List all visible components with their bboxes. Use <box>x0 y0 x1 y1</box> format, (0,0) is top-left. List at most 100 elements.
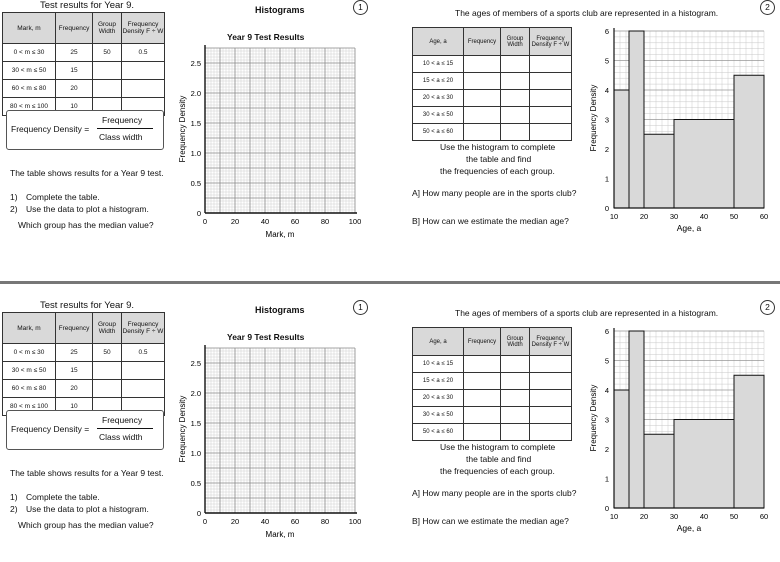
intro-text: The table shows results for a Year 9 tes… <box>10 468 164 478</box>
table-cell: 20 <box>55 379 93 398</box>
question-a: A] How many people are in the sports clu… <box>412 188 577 198</box>
table-cell <box>463 389 501 407</box>
histogram-y-tick-label: 5 <box>605 57 609 66</box>
y-tick-label: 1.5 <box>191 419 201 428</box>
histogram-x-tick-label: 40 <box>700 212 708 221</box>
y-ticks: 0 0.5 1.0 1.5 2.0 2.5 <box>191 359 201 518</box>
table-row: 10 < a ≤ 15 <box>412 355 572 373</box>
histogram-y-tick-label: 1 <box>605 475 609 484</box>
formula-denominator: Class width <box>99 432 143 442</box>
x-tick-label: 0 <box>203 217 207 226</box>
x-tick-label: 0 <box>203 517 207 526</box>
question-number-2: 2 <box>760 0 775 15</box>
header-cell: Mark, m <box>2 12 56 44</box>
formula-numerator: Frequency <box>102 115 143 125</box>
header-cell: Group Width <box>92 12 122 44</box>
table-cell <box>463 89 501 107</box>
x-tick-label: 20 <box>231 517 239 526</box>
table-cell <box>529 123 572 141</box>
table-cell <box>92 79 122 98</box>
histogram-x-label: Age, a <box>677 223 702 233</box>
page-title: Histograms <box>255 305 305 315</box>
intro-text: The table shows results for a Year 9 tes… <box>10 168 164 178</box>
y-tick-label: 0 <box>197 509 201 518</box>
table-cell: 30 < a ≤ 50 <box>412 106 464 124</box>
histogram-y-tick-label: 0 <box>605 504 609 513</box>
marks-table-header: Mark, m Frequency Group Width Frequency … <box>2 12 165 44</box>
histogram-bar <box>733 374 765 509</box>
x-ticks: 0 20 40 60 80 100 <box>203 217 361 226</box>
header-cell: Frequency <box>55 312 93 344</box>
histogram-x-tick-label: 50 <box>730 512 738 521</box>
histogram-bar <box>628 330 645 509</box>
table-cell <box>500 123 530 141</box>
table-cell: 50 < a ≤ 60 <box>412 423 464 441</box>
histogram-bar <box>673 119 735 209</box>
header-cell: Frequency <box>55 12 93 44</box>
table-cell <box>121 379 165 398</box>
instruction-line-3: the frequencies of each group. <box>440 466 555 476</box>
table-cell <box>529 389 572 407</box>
table-cell <box>463 423 501 441</box>
x-tick-label: 20 <box>231 217 239 226</box>
table-cell <box>529 355 572 373</box>
histogram-x-tick-label: 20 <box>640 512 648 521</box>
table-cell <box>529 55 572 73</box>
histogram-y-ticks: 0 1 2 3 4 5 6 <box>605 27 609 213</box>
table-cell: 60 < m ≤ 80 <box>2 79 56 98</box>
table-cell <box>500 406 530 424</box>
x-tick-label: 100 <box>349 517 362 526</box>
x-tick-label: 60 <box>291 517 299 526</box>
table-cell <box>121 61 165 80</box>
table-cell <box>121 361 165 380</box>
step2-number: 2) <box>10 204 18 214</box>
y-tick-label: 0 <box>197 209 201 218</box>
header-cell: Frequency Density F ÷ W <box>121 12 165 44</box>
graph1-x-label: Mark, m <box>266 530 295 539</box>
histogram-x-tick-label: 30 <box>670 512 678 521</box>
table-cell <box>463 106 501 124</box>
median-question: Which group has the median value? <box>18 220 154 230</box>
ages-table: Age, a Frequency Group Width Frequency D… <box>412 327 572 441</box>
table-cell <box>500 72 530 90</box>
table-cell: 20 < a ≤ 30 <box>412 389 464 407</box>
instruction-line-1: Use the histogram to complete <box>440 142 556 152</box>
question-b: B] How can we estimate the median age? <box>412 516 569 526</box>
y-ticks: 0 0.5 1.0 1.5 2.0 2.5 <box>191 59 201 218</box>
step1-text: Complete the table. <box>26 192 100 202</box>
table-cell <box>500 389 530 407</box>
table-cell: 10 < a ≤ 15 <box>412 55 464 73</box>
formula-label: Frequency Density = <box>11 424 90 434</box>
grid-graph: 0 0.5 1.0 1.5 2.0 2.5 0 20 40 60 80 100 Frequency … <box>178 45 361 239</box>
header-cell: Mark, m <box>2 312 56 344</box>
y-tick-label: 2.5 <box>191 359 201 368</box>
graph-grid-major <box>204 347 356 514</box>
y-tick-label: 2.5 <box>191 59 201 68</box>
histogram-bar <box>628 30 645 209</box>
header-cell: Group Width <box>500 327 530 356</box>
table-row: 20 < a ≤ 30 <box>412 389 572 407</box>
page-title: Histograms <box>255 5 305 15</box>
marks-table: Mark, m Frequency Group Width Frequency … <box>2 12 165 116</box>
step2-number: 2) <box>10 504 18 514</box>
table-cell <box>92 61 122 80</box>
y-tick-label: 2.0 <box>191 389 201 398</box>
x-ticks: 0 20 40 60 80 100 <box>203 517 361 526</box>
question-number-1: 1 <box>353 300 368 315</box>
histogram-bar <box>613 89 630 209</box>
table-cell: 15 < a ≤ 20 <box>412 72 464 90</box>
step1-number: 1) <box>10 192 18 202</box>
marks-table-header: Mark, m Frequency Group Width Frequency … <box>2 312 165 344</box>
table-cell: 50 < a ≤ 60 <box>412 123 464 141</box>
table-cell: 0.5 <box>121 343 165 362</box>
ages-table-header: Age, a Frequency Group Width Frequency D… <box>412 27 572 56</box>
table-cell <box>529 423 572 441</box>
graph1-y-label: Frequency Density <box>178 96 187 163</box>
histogram-bar <box>613 389 630 509</box>
table-row: 30 < a ≤ 50 <box>412 406 572 424</box>
page-divider <box>0 281 780 284</box>
table-cell: 30 < a ≤ 50 <box>412 406 464 424</box>
histogram-x-tick-label: 60 <box>760 512 768 521</box>
table-row: 15 < a ≤ 20 <box>412 372 572 390</box>
table-cell <box>463 372 501 390</box>
